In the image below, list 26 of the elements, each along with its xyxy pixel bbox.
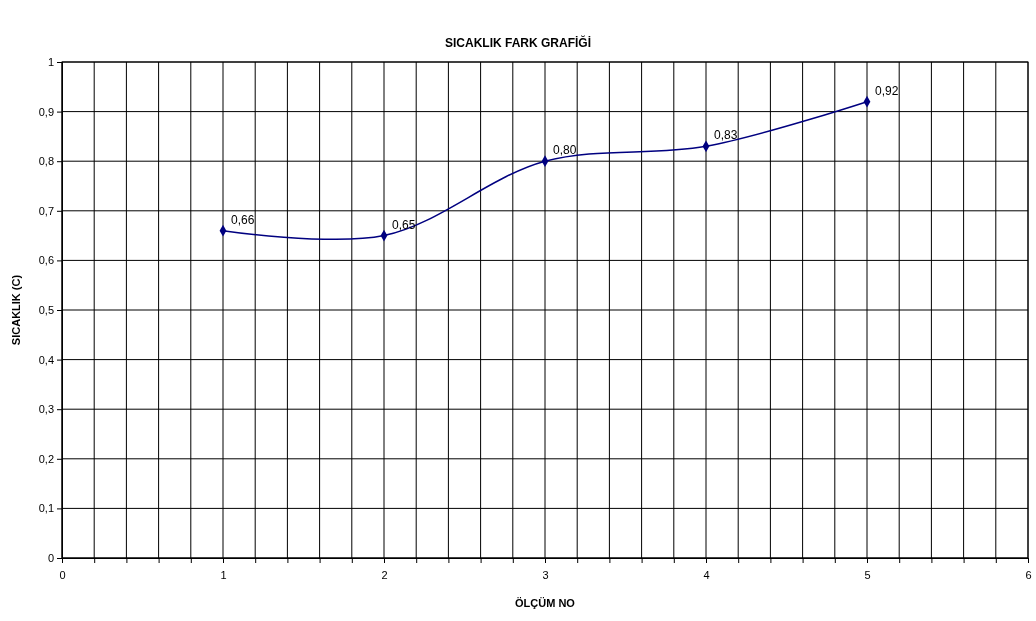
- data-label: 0,80: [553, 143, 577, 158]
- x-tick-label: 2: [381, 569, 388, 582]
- y-tick-label: 0,5: [38, 304, 54, 317]
- y-tick-label: 0,4: [38, 353, 54, 366]
- y-tick-label: 0,6: [38, 254, 54, 267]
- x-tick-label: 1: [220, 569, 227, 582]
- y-tick-label: 0,2: [38, 452, 54, 465]
- y-tick-label: 0: [47, 552, 54, 565]
- data-label: 0,66: [231, 212, 255, 227]
- y-tick-label: 0,7: [38, 204, 54, 217]
- x-tick-label: 5: [864, 569, 871, 582]
- x-tick-label: 0: [59, 569, 66, 582]
- x-tick-label: 3: [542, 569, 549, 582]
- x-axis-title: ÖLÇÜM NO: [515, 597, 576, 609]
- y-tick-label: 1: [47, 56, 54, 69]
- data-label: 0,83: [714, 128, 738, 143]
- x-tick-label: 4: [703, 569, 710, 582]
- x-tick-label: 6: [1025, 569, 1032, 582]
- data-label: 0,65: [392, 217, 416, 232]
- data-label: 0,92: [875, 83, 899, 98]
- y-tick-label: 0,8: [38, 155, 54, 168]
- chart-title: SICAKLIK FARK GRAFİĞİ: [445, 35, 591, 50]
- y-tick-label: 0,3: [38, 403, 54, 416]
- y-axis-title: SICAKLIK (C): [10, 274, 22, 346]
- y-tick-label: 0,1: [38, 502, 54, 515]
- y-tick-label: 0,9: [38, 105, 54, 118]
